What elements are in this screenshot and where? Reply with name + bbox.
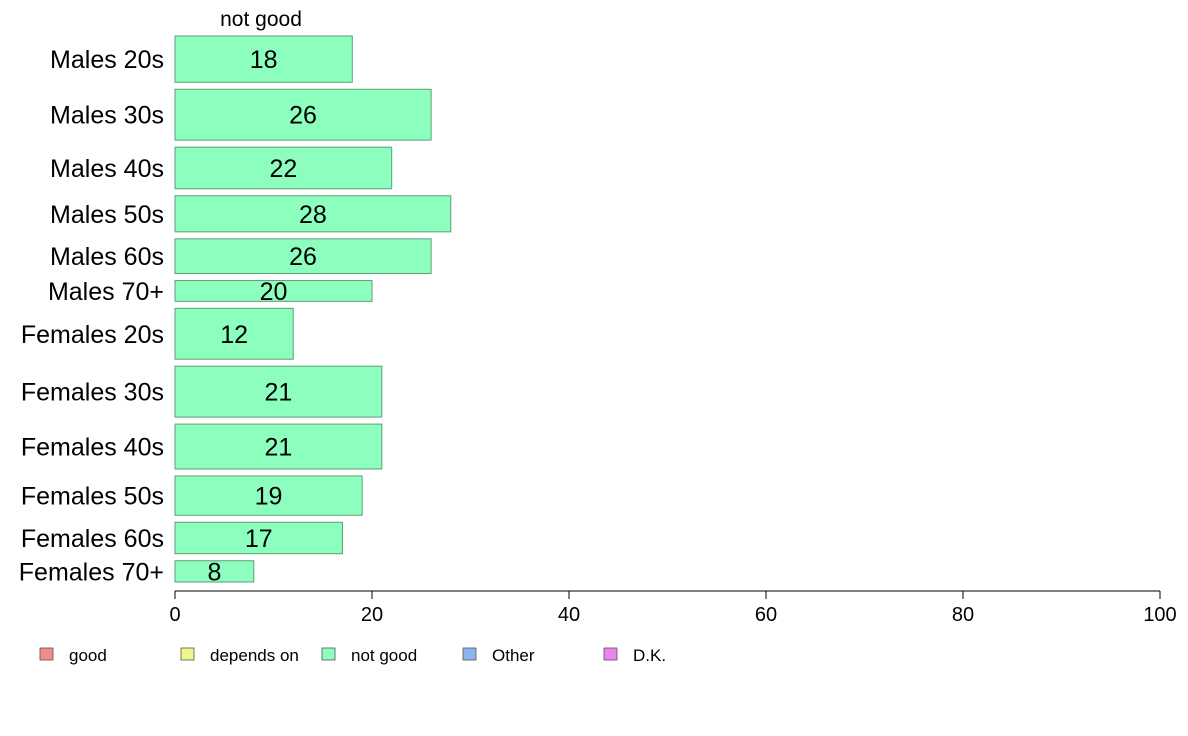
category-label: Males 60s: [50, 243, 164, 271]
legend-swatch: [462, 647, 477, 661]
bar: [174, 307, 294, 360]
x-axis: 0 20 40 60 80 100: [169, 590, 1177, 626]
bar: [174, 365, 383, 418]
bars-group: 18 Males 20s 26 Males 30s 22 Males 40s 28 Males…: [19, 35, 452, 586]
bar-value-label: 22: [269, 155, 297, 183]
bar: [174, 280, 373, 302]
column-title: not good: [220, 8, 302, 31]
bar-value-label: 19: [255, 483, 283, 511]
category-label: Females 70+: [19, 558, 164, 586]
bar-value-label: 21: [265, 379, 293, 407]
legend-label: good: [69, 646, 107, 665]
bar-value-label: 21: [265, 434, 293, 462]
x-tick-label: 20: [361, 604, 383, 626]
bar-value-label: 26: [289, 102, 317, 130]
x-tick-label: 40: [558, 604, 580, 626]
category-label: Males 70+: [48, 278, 164, 306]
legend-swatch: [39, 647, 54, 661]
x-tick-label: 0: [169, 604, 180, 626]
legend-swatch: [603, 647, 618, 661]
bar-value-label: 26: [289, 243, 317, 271]
bar: [174, 195, 452, 233]
legend-swatch: [180, 647, 195, 661]
bar: [174, 475, 363, 516]
bar: [174, 423, 383, 470]
category-label: Males 30s: [50, 102, 164, 130]
legend: good depends on not good Other D.K.: [39, 646, 666, 665]
bar: [174, 88, 432, 141]
bar: [174, 238, 432, 275]
x-tick-label: 80: [952, 604, 974, 626]
bar-value-label: 28: [299, 201, 327, 229]
legend-label: Other: [492, 646, 535, 665]
bar: [174, 146, 393, 190]
category-label: Females 50s: [21, 483, 164, 511]
bar: [174, 521, 343, 555]
bar-value-label: 18: [250, 46, 278, 74]
legend-label: depends on: [210, 646, 299, 665]
x-tick-label: 60: [755, 604, 777, 626]
legend-swatch: [321, 647, 336, 661]
bar: [174, 35, 353, 83]
bar: [174, 560, 255, 583]
bar-value-label: 12: [220, 321, 248, 349]
category-label: Females 20s: [21, 321, 164, 349]
legend-label: D.K.: [633, 646, 666, 665]
x-tick-label: 100: [1143, 604, 1176, 626]
category-label: Males 50s: [50, 201, 164, 229]
bar-value-label: 20: [260, 278, 288, 306]
category-label: Males 20s: [50, 46, 164, 74]
bar-value-label: 17: [245, 525, 273, 553]
bar-value-label: 8: [207, 558, 221, 586]
category-label: Males 40s: [50, 155, 164, 183]
category-label: Females 30s: [21, 379, 164, 407]
legend-label: not good: [351, 646, 417, 665]
category-label: Females 60s: [21, 525, 164, 553]
category-label: Females 40s: [21, 434, 164, 462]
